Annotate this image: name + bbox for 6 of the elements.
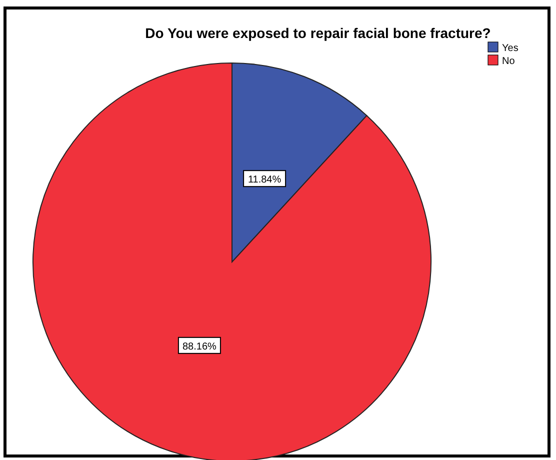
pie-slice [32, 62, 432, 460]
legend-label: Yes [502, 43, 518, 54]
data-label: 88.16% [182, 341, 217, 352]
chart-title: Do You were exposed to repair facial bone fracture? [145, 25, 491, 41]
legend-label: No [502, 56, 516, 67]
data-label: 11.84% [248, 174, 282, 186]
